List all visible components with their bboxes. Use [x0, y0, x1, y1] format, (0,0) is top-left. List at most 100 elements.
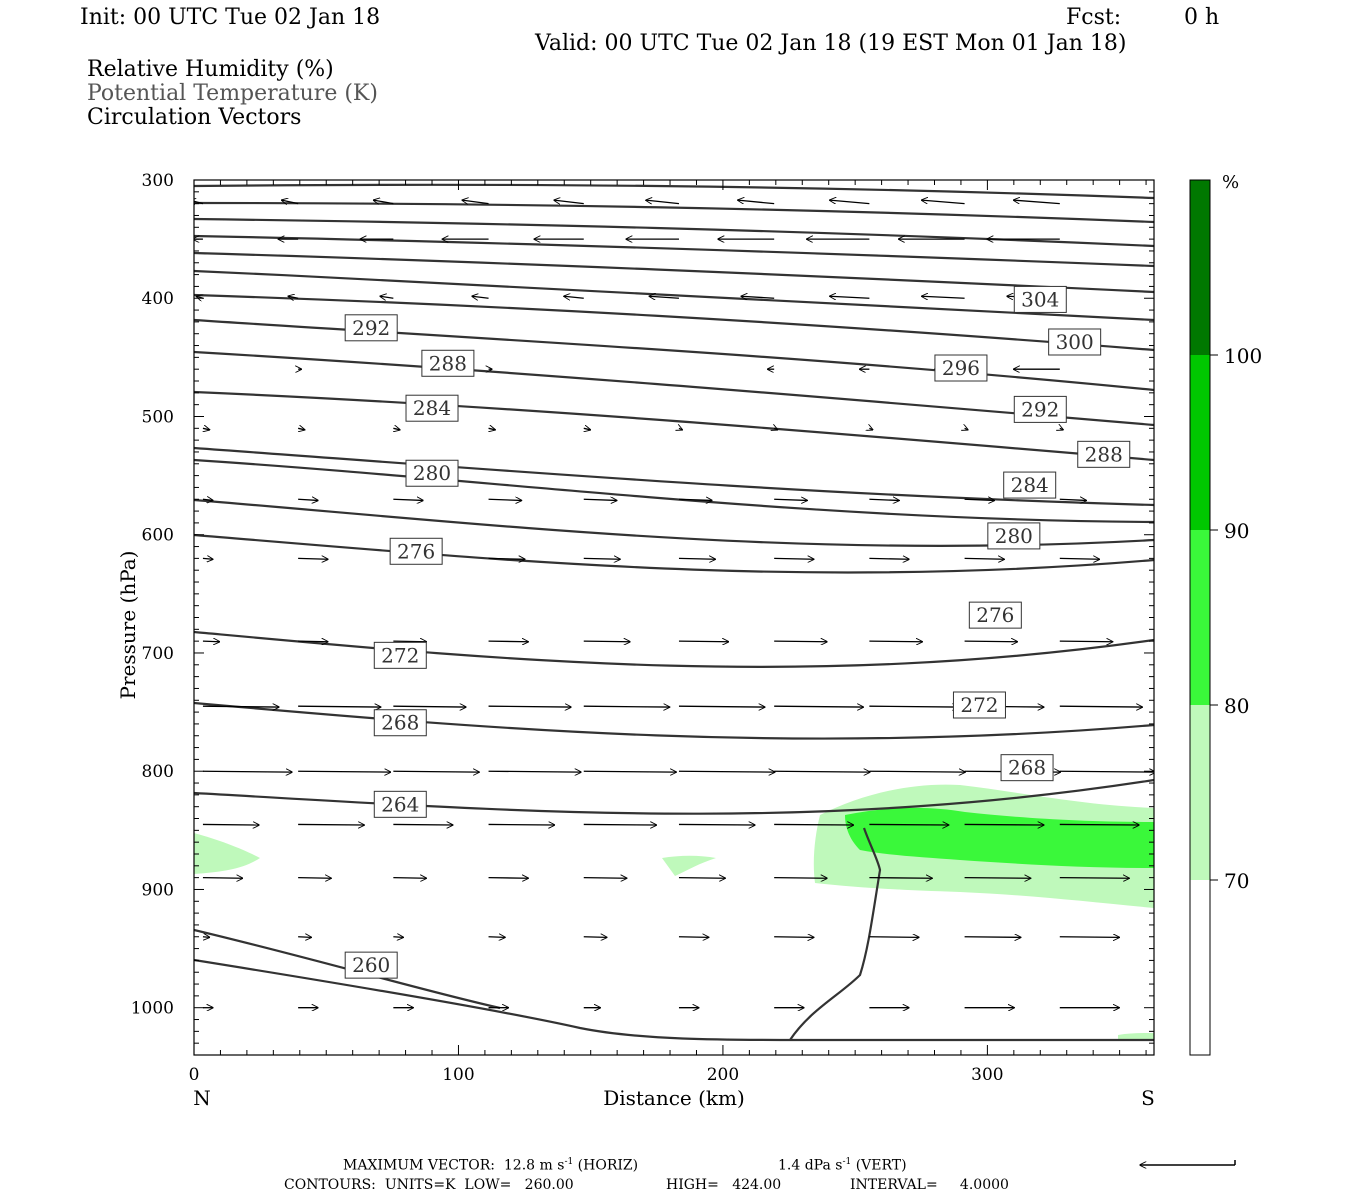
contour-label-box — [1013, 285, 1067, 313]
contour-label-box — [373, 641, 427, 669]
contour-label: 284 — [1011, 473, 1049, 497]
vector-arrow — [1059, 824, 1139, 825]
vector-arrow — [964, 558, 1005, 559]
vector-arrow — [649, 296, 680, 298]
vector-arrow — [964, 499, 995, 500]
vector-arrow — [488, 771, 581, 772]
vector-arrow — [298, 824, 364, 825]
vector-arrow — [646, 200, 680, 205]
contour-label: 276 — [397, 539, 435, 563]
vector-arrow — [393, 428, 400, 430]
vector-arrow — [774, 937, 814, 938]
rh-70-region — [1118, 1033, 1154, 1040]
colorbar-unit: % — [1222, 172, 1239, 193]
contour-label: 288 — [429, 351, 467, 375]
contour-label: 268 — [1008, 756, 1046, 780]
legend-circulation-vectors: Circulation Vectors — [87, 105, 302, 130]
colorbar-segment — [1190, 530, 1210, 705]
contour-labels: 304 300 296 292 292 288 288 284 284 280 280 276 276 2… — [344, 285, 1131, 979]
vector-arrow — [393, 641, 426, 642]
vector-arrow — [774, 878, 827, 879]
vector-arrow — [298, 641, 328, 642]
vector-arrow — [202, 937, 210, 938]
contour-label-box — [1000, 754, 1054, 782]
vector-arrow — [202, 878, 243, 879]
vector-arrow — [1059, 878, 1129, 879]
contour-label-box — [952, 691, 1006, 719]
y-tick-label: 1000 — [131, 999, 174, 1019]
vector-arrow — [1060, 428, 1063, 430]
vector-arrow — [678, 558, 715, 559]
contour-label-box — [344, 314, 398, 342]
contour-label: 292 — [352, 316, 390, 340]
vector-arrow — [488, 641, 529, 642]
colorbar: 70 80 90 100% — [1189, 172, 1262, 1056]
valid-time: Valid: 00 UTC Tue 02 Jan 18 (19 EST Mon … — [535, 31, 1127, 56]
vector-arrow — [298, 428, 305, 430]
vector-arrow — [583, 558, 620, 559]
vector-arrow — [1059, 937, 1119, 938]
vector-arrow — [288, 296, 299, 298]
vector-arrow — [393, 771, 479, 772]
vector-arrow — [964, 641, 1018, 642]
circulation-vectors — [194, 200, 1154, 1008]
colorbar-label: 100 — [1224, 344, 1262, 368]
vector-arrow — [869, 706, 958, 707]
vector-arrow — [488, 824, 555, 825]
vector-arrow — [393, 937, 403, 938]
vector-arrow — [554, 200, 584, 204]
vector-arrow — [298, 937, 311, 938]
vector-arrow — [298, 499, 318, 500]
vector-arrow — [869, 428, 872, 430]
vector-arrow — [774, 499, 807, 500]
vector-arrow — [869, 499, 899, 500]
vector-arrow — [1059, 558, 1100, 559]
vector-arrow — [393, 499, 423, 500]
vector-arrow — [583, 641, 630, 642]
vector-arrow — [488, 499, 522, 500]
contour-label-box — [1013, 395, 1067, 423]
vector-arrow — [964, 878, 1031, 879]
vector-arrow — [488, 706, 572, 707]
vector-arrow — [869, 824, 948, 825]
init-time: Init: 00 UTC Tue 02 Jan 18 — [80, 5, 381, 30]
x-axis-label: Distance (km) — [603, 1086, 745, 1110]
contour-label: 272 — [381, 643, 419, 667]
vector-arrow — [678, 706, 765, 707]
vector-arrow — [965, 428, 968, 430]
forecast-label: Fcst: — [1066, 5, 1122, 30]
vector-arrow — [774, 428, 777, 430]
contour-label-box — [389, 537, 443, 565]
vector-arrow — [678, 824, 755, 825]
vector-arrow — [564, 296, 584, 298]
vector-arrow — [202, 558, 213, 559]
y-tick-label: 800 — [142, 762, 174, 782]
colorbar-label: 90 — [1224, 519, 1249, 543]
vector-arrow — [922, 296, 965, 298]
y-tick-label: 400 — [142, 289, 174, 309]
vector-arrow — [774, 641, 827, 642]
vector-arrow — [393, 706, 466, 707]
vector-arrow — [738, 200, 775, 205]
vector-arrow — [1059, 641, 1113, 642]
y-tick-label: 500 — [142, 407, 174, 427]
contour-label-box — [405, 459, 459, 487]
vector-arrow — [393, 824, 452, 825]
vector-arrow — [678, 499, 712, 500]
contour-label-box — [344, 951, 398, 979]
contour-label-box — [1048, 328, 1102, 356]
vector-arrow — [583, 824, 657, 825]
vector-arrow — [830, 200, 870, 205]
colorbar-segment — [1190, 355, 1210, 530]
vector-arrow — [298, 878, 331, 879]
x-tick-label: 200 — [707, 1065, 739, 1085]
colorbar-segment — [1190, 180, 1210, 355]
vector-arrow — [488, 558, 525, 559]
vector-arrow — [584, 428, 591, 430]
vector-arrow — [472, 296, 489, 298]
contour-label: 304 — [1021, 287, 1059, 311]
vector-arrow — [202, 771, 292, 772]
vector-arrow — [583, 706, 670, 707]
contour-label: 276 — [976, 603, 1014, 627]
